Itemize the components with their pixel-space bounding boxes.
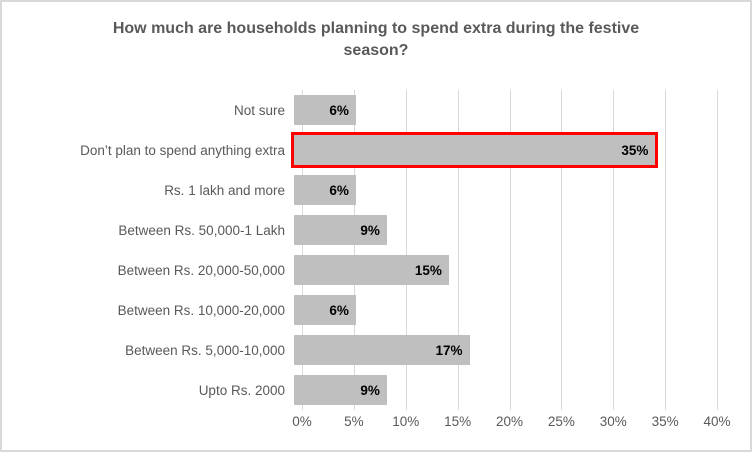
gridline [665,90,667,410]
value-label: 6% [329,182,349,198]
bar-track: 6% [294,290,707,330]
value-label: 6% [329,102,349,118]
category-label: Not sure [233,102,285,118]
bar-track: 6% [294,90,707,130]
gridline [353,90,355,410]
chart-row: Between Rs. 20,000-50,000 15% [2,250,750,290]
chart-row: Don’t plan to spend anything extra 35% [2,130,750,170]
gridline [561,90,563,410]
x-tick-label: 20% [495,414,524,429]
bar: 15% [294,255,449,285]
chart-row: Between Rs. 50,000-1 Lakh 9% [2,210,750,250]
bar-track: 15% [294,250,707,290]
bar: 17% [294,335,470,365]
bar-track: 17% [294,330,707,370]
value-label: 6% [329,302,349,318]
chart-row: Not sure 6% [2,90,750,130]
category-label: Don’t plan to spend anything extra [80,142,285,158]
category-label: Upto Rs. 2000 [198,382,285,398]
gridline [509,90,511,410]
value-label: 17% [435,342,463,358]
chart-row: Between Rs. 10,000-20,000 6% [2,290,750,330]
y-axis-line [302,90,303,410]
chart-rows: Not sure 6% Don’t plan to spend anything e… [2,90,750,410]
category-label: Between Rs. 50,000-1 Lakh [118,222,285,238]
value-label: 15% [414,262,442,278]
bar: 9% [294,375,387,405]
bar: 6% [294,175,356,205]
gridline [405,90,407,410]
category-label: Rs. 1 lakh and more [164,182,285,198]
bar: 9% [294,215,387,245]
bar-track: 9% [294,370,707,410]
gridline [613,90,615,410]
category-label: Between Rs. 20,000-50,000 [117,262,285,278]
bar-highlighted: 35% [291,132,659,168]
chart-title: How much are households planning to spen… [112,20,640,59]
chart-row: Between Rs. 5,000-10,000 17% [2,330,750,370]
chart-row: Rs. 1 lakh and more 6% [2,170,750,210]
category-label: Between Rs. 5,000-10,000 [125,342,285,358]
bar-track: 9% [294,210,707,250]
x-tick-label: 35% [651,414,679,429]
x-tick-label: 15% [444,414,472,429]
x-tick-label: 40% [703,414,731,429]
x-tick-label: 5% [344,414,364,429]
value-label: 9% [360,222,380,238]
category-label: Between Rs. 10,000-20,000 [117,302,285,318]
bar: 6% [294,295,356,325]
bar: 6% [294,95,356,125]
x-axis: 0% 5% 10% 15% 20% 25% 30% 35% 40% [292,414,730,434]
bar-track: 6% [294,170,707,210]
plot-gridlines [302,90,718,410]
x-tick-label: 10% [392,414,420,429]
value-label: 9% [360,382,380,398]
x-tick-label: 0% [292,414,312,429]
x-tick-label: 30% [599,414,627,429]
x-tick-label: 25% [547,414,575,429]
value-label: 35% [621,142,649,158]
gridline [717,90,718,410]
gridline [457,90,459,410]
bar-track: 35% [291,130,707,170]
chart-row: Upto Rs. 2000 9% [2,370,750,410]
